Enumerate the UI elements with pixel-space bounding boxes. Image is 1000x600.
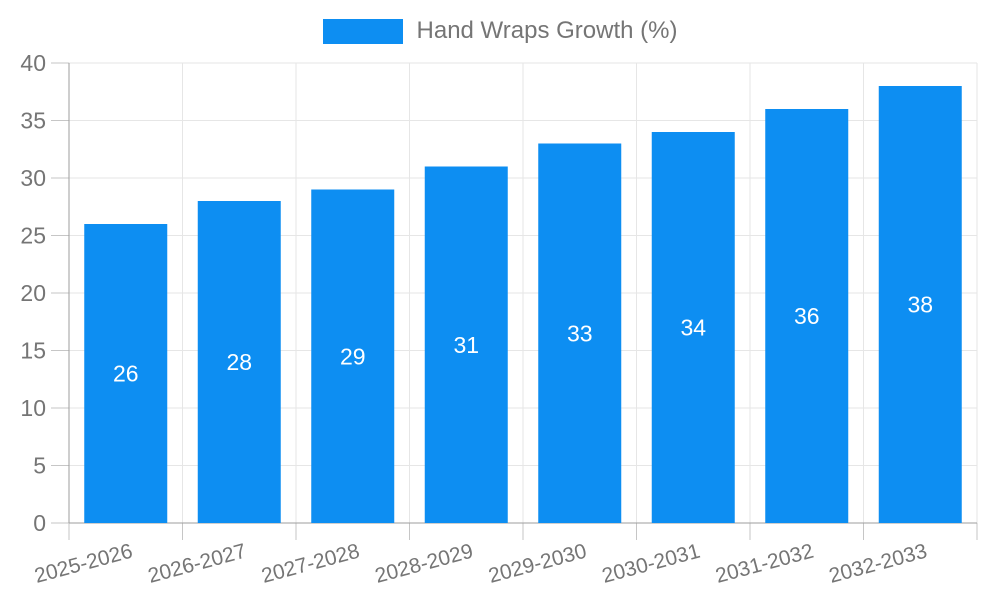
bar-value-label: 34 xyxy=(680,315,706,341)
bar xyxy=(538,143,622,523)
x-tick-label: 2025-2026 xyxy=(32,540,135,588)
x-tick-label: 2030-2031 xyxy=(600,540,703,588)
y-tick-label: 40 xyxy=(20,50,46,76)
bar-value-label: 26 xyxy=(113,361,139,387)
bar-value-label: 31 xyxy=(453,332,479,358)
bar-value-label: 36 xyxy=(794,303,820,329)
y-tick-label: 15 xyxy=(20,338,46,364)
bar xyxy=(197,201,281,523)
y-tick-label: 10 xyxy=(20,395,46,421)
bar-value-label: 38 xyxy=(907,292,933,318)
y-tick-label: 0 xyxy=(33,510,46,536)
x-tick-label: 2029-2030 xyxy=(486,540,589,588)
bar xyxy=(651,132,735,523)
bar xyxy=(878,86,962,523)
bar-value-label: 33 xyxy=(567,320,593,346)
y-tick-label: 25 xyxy=(20,223,46,249)
bar xyxy=(84,224,168,523)
x-tick-label: 2032-2033 xyxy=(827,540,930,588)
bar xyxy=(311,189,395,523)
bar xyxy=(765,109,849,523)
y-tick-label: 20 xyxy=(20,280,46,306)
y-tick-label: 5 xyxy=(33,453,46,479)
x-tick-label: 2026-2027 xyxy=(146,540,249,588)
y-tick-label: 35 xyxy=(20,108,46,134)
bar-value-label: 28 xyxy=(226,349,252,375)
y-tick-label: 30 xyxy=(20,165,46,191)
x-tick-label: 2031-2032 xyxy=(713,540,816,588)
bar-value-label: 29 xyxy=(340,343,366,369)
x-tick-label: 2028-2029 xyxy=(373,540,476,588)
bar xyxy=(424,166,508,523)
x-tick-label: 2027-2028 xyxy=(259,540,362,588)
